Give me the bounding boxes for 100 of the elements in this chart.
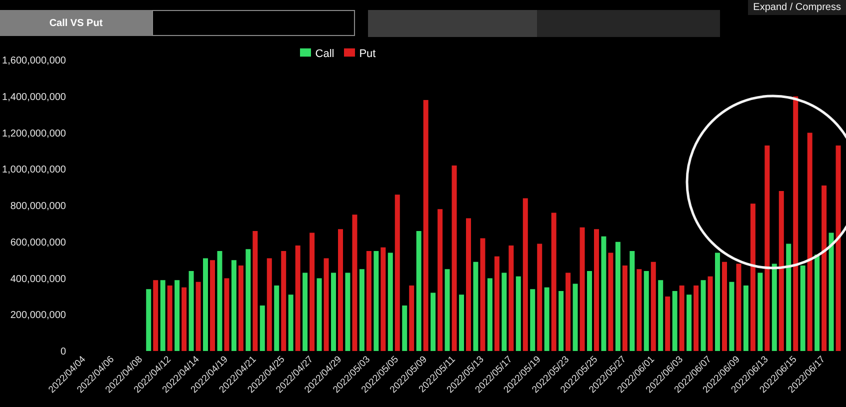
bar [778,190,784,351]
bar [793,96,798,351]
bar [836,145,841,351]
bar [650,262,656,351]
bar [644,270,649,351]
text: Expand / Compress [748,0,846,15]
bar [522,198,528,351]
bar [423,100,428,351]
legend-label: Put [359,48,376,60]
bar [246,249,251,351]
bar [729,282,734,351]
bar [551,212,556,351]
bar [182,287,187,351]
y-tick-label: 1,200,000,000 [2,128,66,140]
bar [686,294,692,351]
bar [430,292,436,351]
bar [203,258,208,351]
bar [380,247,386,351]
bar [388,252,393,351]
bar [238,266,244,351]
bar [665,296,670,351]
bar [786,244,792,351]
bar [295,246,300,351]
bar [494,256,500,351]
y-tick-label: 200,000,000 [10,310,66,322]
bar [822,185,827,351]
bar [310,232,315,351]
bar [828,232,834,351]
bar [708,276,713,351]
bar [715,252,720,351]
bar [196,282,201,351]
bar [750,204,756,351]
bar [566,272,571,351]
bar [672,290,678,351]
bar [266,258,272,351]
y-tick-label: 800,000,000 [10,201,66,212]
bar [608,252,614,351]
bar [622,266,628,351]
bar [352,214,358,351]
bar [359,269,364,351]
bar [758,272,763,351]
bar [630,250,635,351]
bar [444,269,450,351]
bar [516,276,521,351]
bar [394,194,400,351]
bar [530,289,536,351]
bar [210,260,215,351]
y-tick-label: 400,000,000 [10,274,66,285]
bar [331,272,336,351]
bar [487,278,492,351]
bar [146,289,152,351]
bar [274,286,280,351]
bar [700,280,706,351]
bar [167,286,172,351]
bar [743,286,748,351]
bar [374,250,379,351]
bar [537,244,542,351]
bar [224,278,230,351]
y-tick-label: 1,000,000,000 [2,164,66,176]
legend-label: Call [315,48,334,60]
bar [324,258,329,351]
bar [366,250,372,351]
y-tick-label: 1,400,000,000 [2,92,66,103]
bar [402,306,408,351]
bar [217,250,222,351]
bar [438,209,443,351]
bar [658,280,664,351]
bar [338,229,343,351]
bar [188,270,194,351]
bar [260,306,265,351]
bar [502,272,507,351]
bar [615,242,620,351]
bar [694,286,699,351]
bar [473,262,478,351]
bar [594,229,599,351]
bar [345,272,350,351]
bar [302,272,308,351]
bar [153,280,158,351]
bar [800,266,806,351]
bar [572,284,578,351]
bar [452,165,457,351]
bar [679,286,684,351]
bar [480,238,486,351]
bar [281,250,286,351]
bar [231,260,236,351]
bar [466,218,471,351]
bar [316,278,322,351]
bar [252,230,258,351]
bar [736,264,742,351]
y-tick-label: 1,600,000,000 [2,56,66,67]
y-tick-label: 0 [60,346,66,358]
bar [160,280,166,351]
bar [409,286,414,351]
bar [764,145,770,351]
bar [416,230,422,351]
bar [814,254,820,351]
bar [508,246,514,351]
bar [288,294,294,351]
bar [544,287,550,351]
bar [174,280,180,351]
